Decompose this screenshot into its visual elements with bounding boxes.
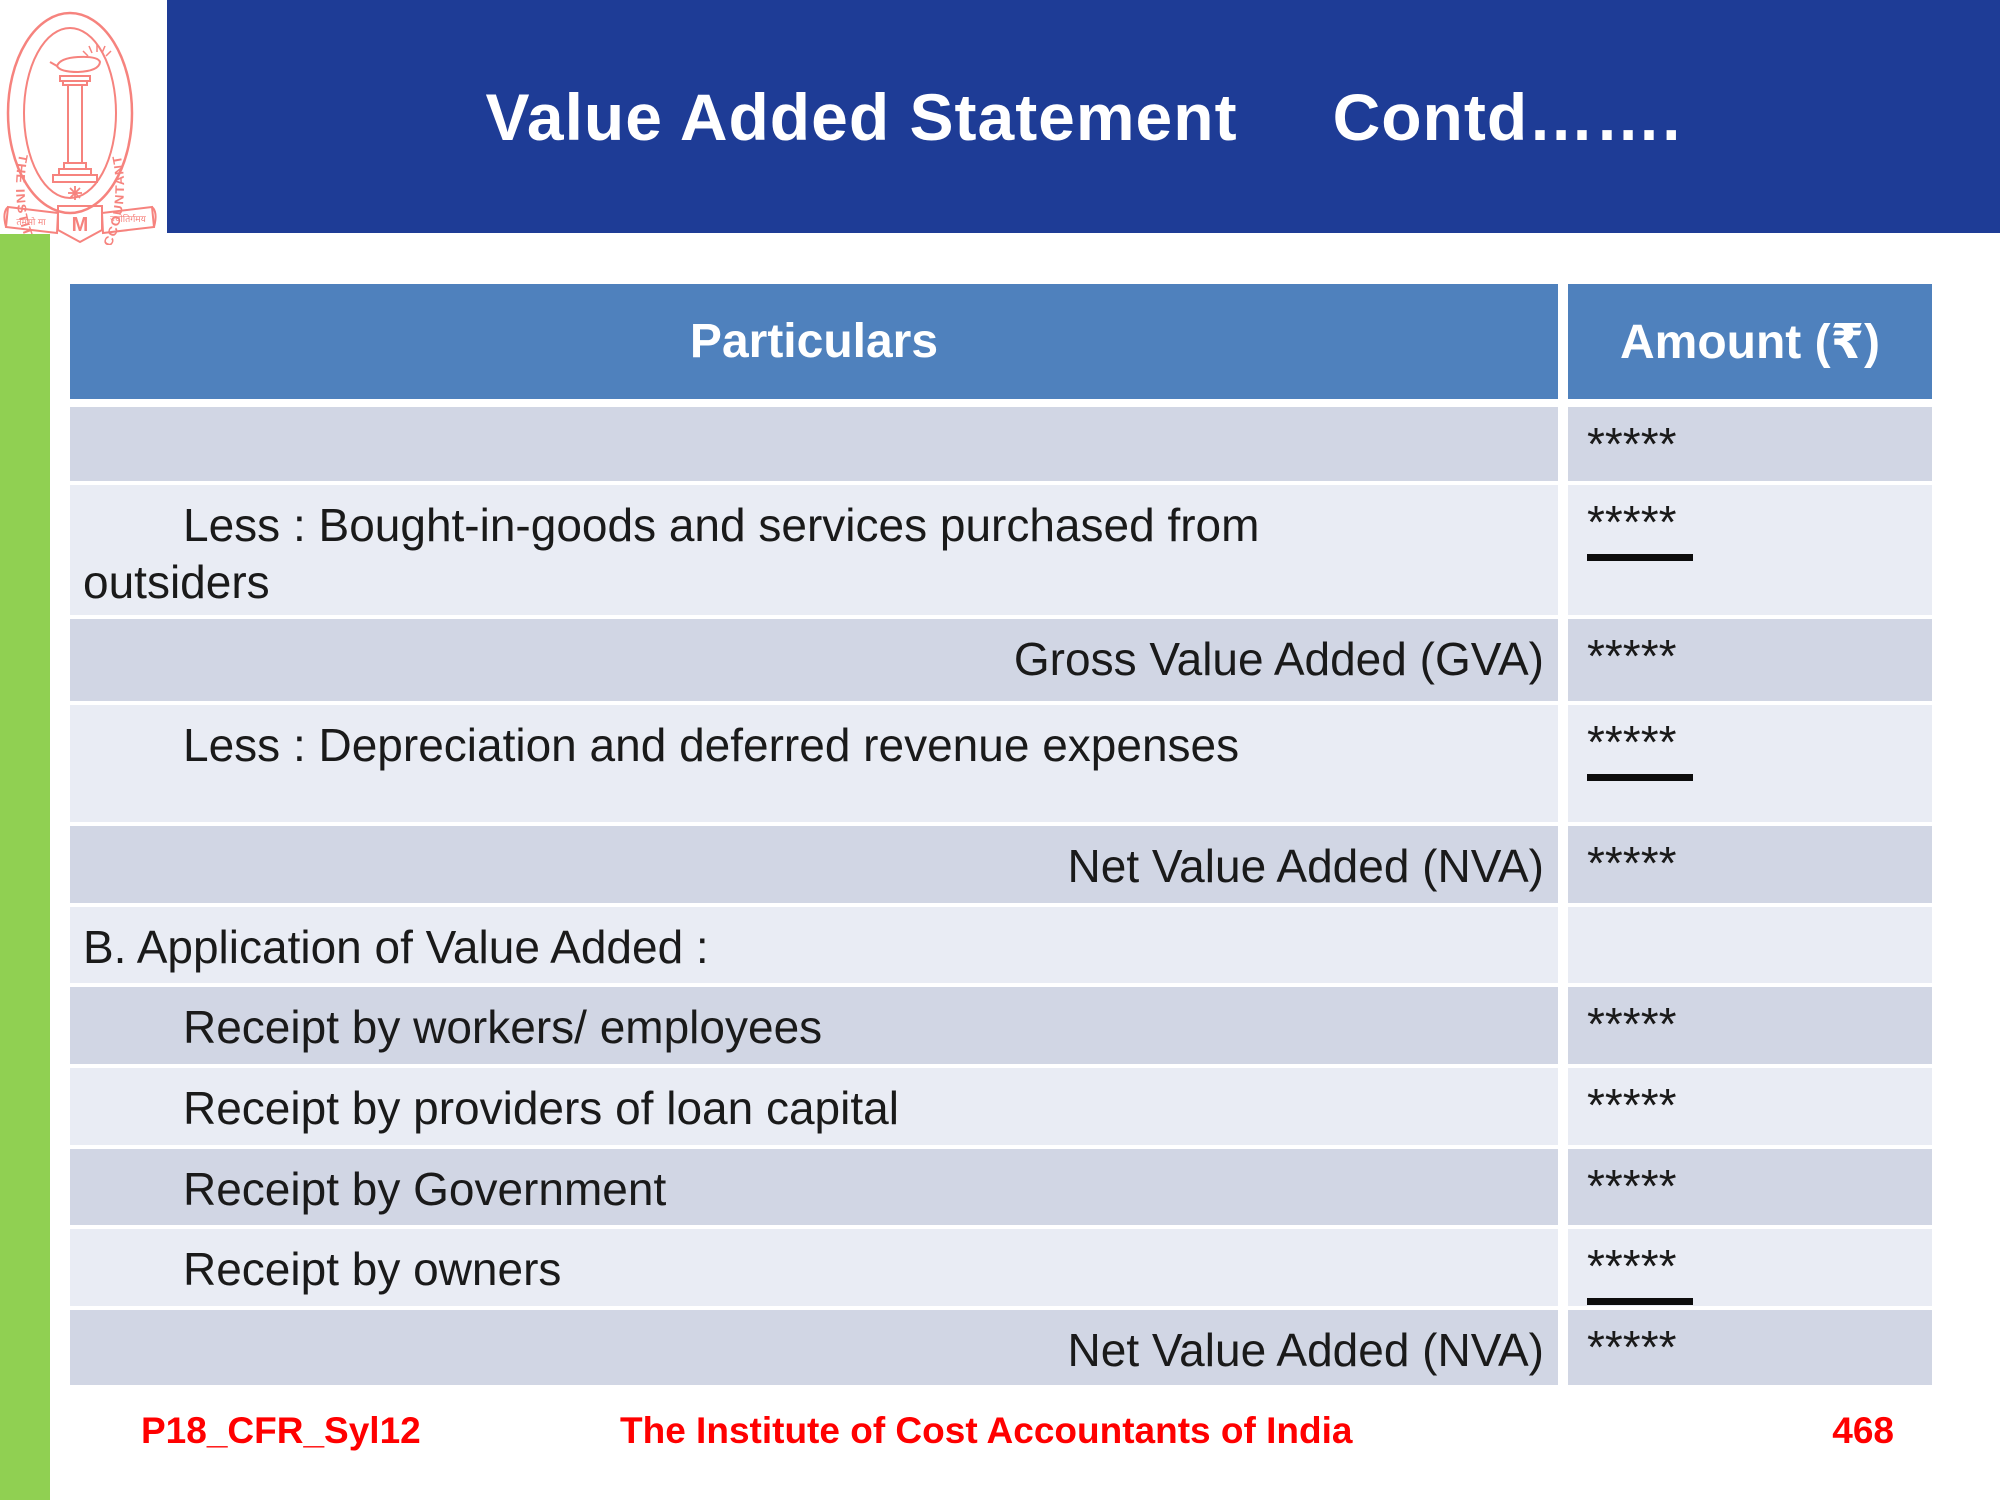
amount-text: *****: [1587, 998, 1677, 1050]
title-banner: Value Added Statement Contd…….: [167, 0, 2000, 233]
svg-text:THE INSTITUTE OF COST ACCOUNTA: THE INSTITUTE OF COST ACCOUNTANTS OF IND…: [0, 0, 127, 245]
green-side-stripe: [0, 234, 50, 1500]
amount-text: *****: [1587, 837, 1677, 889]
table-row: Receipt by owners *****: [70, 1229, 1932, 1306]
particulars-text: Receipt by workers/ employees: [183, 1001, 823, 1053]
table-row: Net Value Added (NVA) *****: [70, 1310, 1932, 1385]
particulars-text: Net Value Added (NVA): [1067, 1324, 1544, 1376]
amount-underline: [1587, 554, 1693, 561]
institute-logo: THE INSTITUTE OF COST ACCOUNTANTS OF IND…: [0, 0, 167, 282]
particulars-text: B. Application of Value Added :: [83, 921, 709, 973]
logo-motto-right: ज्योतिर्गमय: [110, 213, 147, 224]
table-row: Less : Depreciation and deferred revenue…: [70, 705, 1932, 822]
footer-page-number: 468: [1832, 1410, 1894, 1451]
particulars-text: Receipt by Government: [183, 1163, 667, 1215]
footer-institute-name: The Institute of Cost Accountants of Ind…: [620, 1410, 1353, 1451]
particulars-text: Less : Depreciation and deferred revenue…: [183, 719, 1240, 771]
amount-text: *****: [1587, 1079, 1677, 1131]
institute-seal-icon: THE INSTITUTE OF COST ACCOUNTANTS OF IND…: [0, 0, 157, 282]
logo-ring-text: THE INSTITUTE OF COST ACCOUNTANTS OF IND…: [0, 0, 126, 282]
column-header-amount: Amount (₹): [1568, 284, 1932, 399]
value-added-table: Particulars Amount (₹) ***** Less : Boug…: [70, 284, 1932, 1389]
table-row: Receipt by workers/ employees *****: [70, 987, 1932, 1064]
particulars-text: Receipt by providers of loan capital: [183, 1082, 899, 1134]
table-row: Less : Bought-in-goods and services purc…: [70, 485, 1932, 615]
amount-text: *****: [1587, 418, 1677, 470]
particulars-text: Net Value Added (NVA): [1067, 840, 1544, 892]
table-row: *****: [70, 407, 1932, 481]
table-row: Net Value Added (NVA) *****: [70, 826, 1932, 903]
logo-motto-left: तमसो मा: [16, 216, 46, 227]
amount-text: *****: [1587, 496, 1677, 548]
column-header-particulars: Particulars: [70, 284, 1558, 399]
table-row: Receipt by providers of loan capital ***…: [70, 1068, 1932, 1145]
particulars-text: Gross Value Added (GVA): [1013, 633, 1544, 685]
amount-text: *****: [1587, 1240, 1677, 1292]
slide-title-main: Value Added Statement: [485, 79, 1238, 154]
slide-footer: P18_CFR_Syl12 The Institute of Cost Acco…: [0, 1410, 2000, 1460]
table-row: B. Application of Value Added :: [70, 907, 1932, 983]
amount-text: *****: [1587, 630, 1677, 682]
table-header-row: Particulars Amount (₹): [70, 284, 1932, 399]
table-body: ***** Less : Bought-in-goods and service…: [70, 407, 1932, 1385]
slide-title-contd: Contd…….: [1332, 79, 1682, 154]
table-row: Gross Value Added (GVA) *****: [70, 619, 1932, 701]
particulars-text: Less : Bought-in-goods and services purc…: [83, 499, 1260, 608]
footer-paper-code: P18_CFR_Syl12: [141, 1410, 421, 1451]
amount-underline: [1587, 774, 1693, 781]
amount-underline: [1587, 1298, 1693, 1305]
particulars-text: Receipt by owners: [183, 1243, 562, 1295]
amount-text: *****: [1587, 1160, 1677, 1212]
amount-text: *****: [1587, 1321, 1677, 1373]
amount-text: *****: [1587, 716, 1677, 768]
slide-title: Value Added Statement Contd…….: [486, 79, 1682, 155]
table-row: Receipt by Government *****: [70, 1149, 1932, 1225]
logo-emblem-letter: M: [72, 214, 89, 236]
